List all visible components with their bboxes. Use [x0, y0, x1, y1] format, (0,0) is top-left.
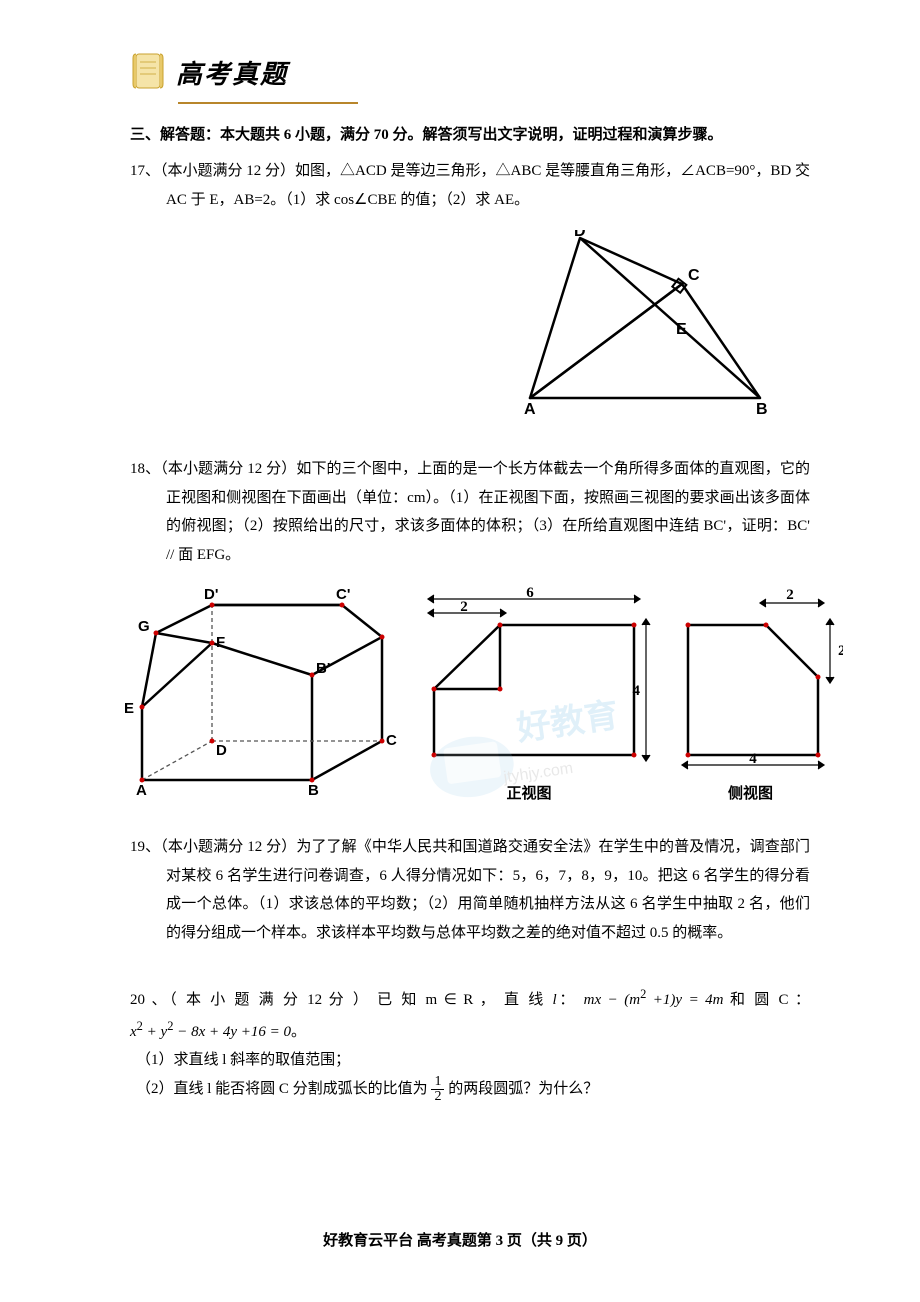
page-footer: 好教育云平台 高考真题第 3 页（共 9 页）	[0, 1229, 920, 1250]
question-17: 17、（本小题满分 12 分）如图，△ACD 是等边三角形，△ABC 是等腰直角…	[130, 157, 810, 214]
svg-text:C: C	[386, 732, 397, 749]
section-heading: 三、解答题：本大题共 6 小题，满分 70 分。解答须写出文字说明，证明过程和演…	[130, 122, 810, 149]
fig18-front: 6 2 4	[404, 585, 654, 803]
question-20: 20 、（ 本 小 题 满 分 12 分 ） 已 知 m ∈ R ， 直 线 l…	[130, 983, 810, 1104]
svg-text:A: A	[136, 782, 147, 795]
svg-text:B': B'	[316, 660, 330, 677]
svg-text:C': C'	[336, 586, 350, 603]
fig18-side: 2 2 4	[658, 585, 843, 803]
q20-lead: 20 、（ 本 小 题 满 分 12 分 ） 已 知 m ∈ R ， 直 线	[130, 992, 552, 1008]
banner-underline	[178, 102, 358, 104]
header-banner: 高考真题	[130, 50, 810, 94]
svg-text:D: D	[216, 742, 227, 759]
svg-text:2: 2	[460, 599, 468, 615]
scroll-icon	[130, 50, 168, 94]
svg-text:2: 2	[786, 587, 794, 603]
label-A: A	[524, 401, 536, 415]
svg-text:4: 4	[749, 751, 757, 767]
svg-text:6: 6	[526, 585, 534, 601]
svg-text:D': D'	[204, 586, 218, 603]
svg-text:G: G	[138, 618, 150, 635]
question-19: 19、（本小题满分 12 分）为了了解《中华人民共和国道路交通安全法》在学生中的…	[130, 833, 810, 947]
fig18-oblique: A B C D E F G D' C' B'	[120, 585, 400, 800]
question-18: 18、（本小题满分 12 分）如下的三个图中，上面的是一个长方体截去一个角所得多…	[130, 455, 810, 569]
svg-text:B: B	[308, 782, 319, 795]
front-view-label: 正视图	[404, 782, 654, 803]
q18-text: 18、（本小题满分 12 分）如下的三个图中，上面的是一个长方体截去一个角所得多…	[130, 461, 810, 563]
figure-q18-row: A B C D E F G D' C' B'	[120, 585, 824, 803]
q20-sub1: （1）求直线 l 斜率的取值范围；	[130, 1046, 810, 1075]
svg-text:E: E	[124, 700, 134, 717]
svg-text:2: 2	[838, 643, 843, 659]
label-B: B	[756, 401, 768, 415]
side-view-label: 侧视图	[658, 782, 843, 803]
q20-sub2: （2）直线 l 能否将圆 C 分割成弧长的比值为 12 的两段圆弧？为什么？	[130, 1075, 810, 1104]
banner-title: 高考真题	[176, 54, 288, 91]
label-C: C	[688, 267, 700, 284]
figure-q17: A B C D E	[500, 230, 790, 415]
svg-text:F: F	[216, 634, 225, 651]
label-D: D	[574, 230, 586, 240]
label-E: E	[676, 321, 687, 338]
